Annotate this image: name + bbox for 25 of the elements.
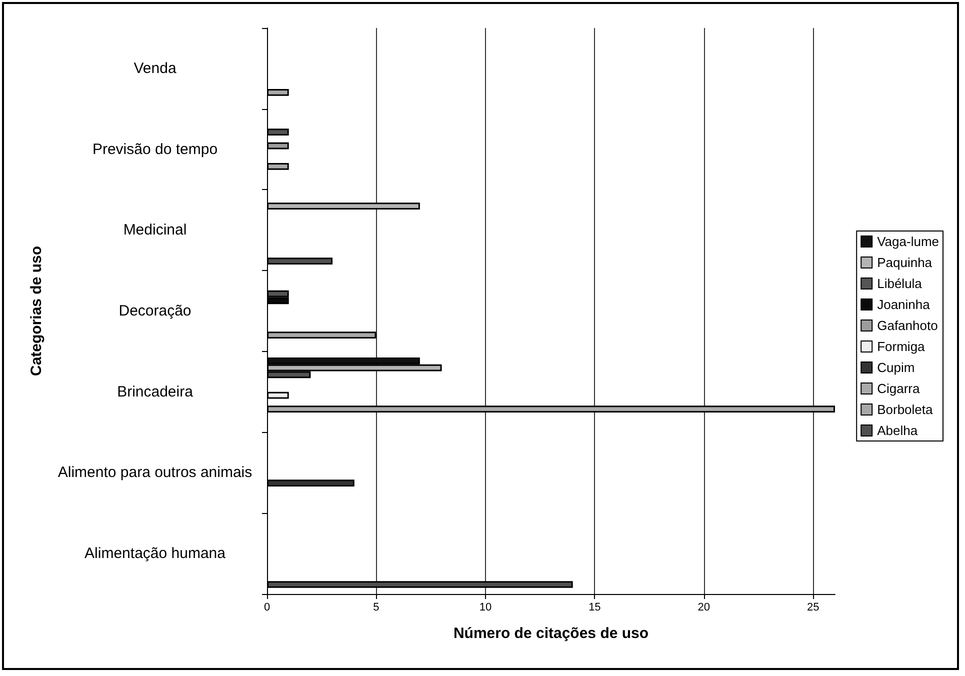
x-axis-title: Número de citações de uso: [453, 625, 649, 642]
y-tick-label: Medicinal: [123, 222, 187, 239]
legend-label: Cigarra: [877, 381, 920, 396]
legend-label: Formiga: [877, 339, 926, 354]
legend-label: Cupim: [877, 360, 915, 375]
legend-label: Vaga-lume: [877, 234, 940, 249]
legend-label: Joaninha: [877, 297, 931, 312]
x-tick-label: 20: [698, 602, 710, 614]
y-axis-title: Categorias de uso: [28, 246, 46, 376]
legend-label: Paquinha: [877, 255, 933, 270]
x-tick-label: 25: [807, 602, 820, 614]
y-tick-label: Previsão do tempo: [92, 140, 218, 158]
y-tick-label: Venda: [134, 60, 177, 77]
legend-label: Abelha: [877, 423, 918, 438]
y-tick-label: Alimento para outros animais: [58, 464, 252, 482]
y-tick-label: Brincadeira: [117, 383, 194, 400]
x-tick-label: 15: [588, 602, 601, 614]
x-tick-label: 5: [373, 602, 380, 614]
y-tick-label: Alimentação humana: [84, 545, 226, 562]
legend-label: Borboleta: [877, 402, 934, 417]
legend-label: Libélula: [877, 276, 923, 291]
legend-label: Gafanhoto: [877, 318, 938, 333]
x-tick-label: 0: [264, 602, 270, 614]
y-tick-label: Decoração: [118, 302, 192, 320]
x-tick-label: 10: [479, 602, 492, 614]
